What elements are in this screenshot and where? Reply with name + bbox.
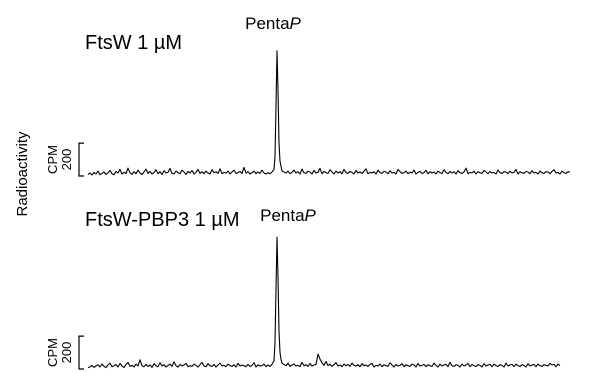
panel-title: FtsW-PBP3 1 µM [85,209,240,231]
scale-bar-unit-label: CPM [45,145,60,174]
peak-label: PentaP [260,206,316,225]
peak-label: PentaP [245,14,301,33]
peak-label-suffix: P [305,206,317,225]
series-line [87,236,561,369]
panel-title: FtsW 1 µM [85,32,182,54]
series-line [87,50,571,176]
scale-bar [78,335,84,370]
scale-bar-value-label: 200 [59,342,74,364]
peak-label-suffix: P [290,14,302,33]
peak-label-prefix: Penta [245,14,290,33]
scale-bar-value-label: 200 [59,149,74,171]
peak-label-prefix: Penta [260,206,305,225]
scale-bar [78,142,84,177]
panel-ftsw: FtsW 1 µM PentaP CPM 200 [45,14,571,177]
y-axis-label: Radioactivity [14,131,31,217]
scale-bar-unit-label: CPM [45,338,60,367]
panel-ftsw-pbp3: FtsW-PBP3 1 µM PentaP CPM 200 [45,206,561,370]
